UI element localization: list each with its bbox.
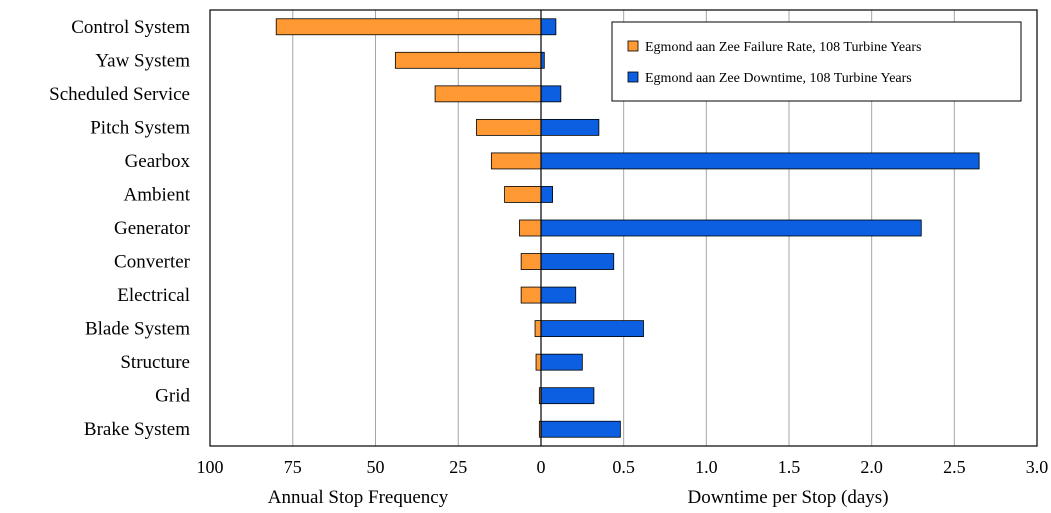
category-label-yaw-system: Yaw System xyxy=(95,50,190,71)
category-label-control-system: Control System xyxy=(71,17,190,38)
bar-downtime-generator xyxy=(540,219,922,237)
legend-swatch-downtime xyxy=(627,71,639,83)
bar-failure-rate-scheduled-service xyxy=(434,85,542,103)
category-label-pitch-system: Pitch System xyxy=(90,117,190,138)
bar-failure-rate-generator xyxy=(519,219,542,237)
category-label-brake-system: Brake System xyxy=(84,419,190,440)
right-axis-title: Downtime per Stop (days) xyxy=(687,487,888,508)
left-tick-label-75: 75 xyxy=(284,457,302,477)
left-tick-label-100: 100 xyxy=(197,457,224,477)
right-tick-label-1-0: 1.0 xyxy=(695,457,718,477)
tick-labels: 100 75 50 25 0 0.5 1.0 1.5 2.0 2.5 3.0 xyxy=(197,457,1049,477)
right-tick-label-3-0: 3.0 xyxy=(1026,457,1049,477)
bar-failure-rate-yaw-system xyxy=(394,51,542,69)
category-label-scheduled-service: Scheduled Service xyxy=(49,84,190,105)
bar-failure-rate-electrical xyxy=(520,286,542,304)
right-tick-label-1-5: 1.5 xyxy=(778,457,801,477)
legend: Egmond aan Zee Failure Rate, 108 Turbine… xyxy=(611,21,1022,102)
legend-swatch-failure-rate xyxy=(627,40,639,52)
bar-downtime-gearbox xyxy=(540,152,980,170)
bar-failure-rate-control-system xyxy=(275,18,542,36)
bar-downtime-blade-system xyxy=(540,320,644,338)
bar-failure-rate-gearbox xyxy=(490,152,542,170)
bar-failure-rate-converter xyxy=(520,253,542,270)
category-label-gearbox: Gearbox xyxy=(125,151,191,172)
category-label-converter: Converter xyxy=(114,252,191,273)
bar-downtime-grid xyxy=(540,387,595,405)
category-label-blade-system: Blade System xyxy=(85,319,190,340)
category-labels: Control System Yaw System Scheduled Servic… xyxy=(49,17,191,440)
bar-downtime-control-system xyxy=(540,18,557,36)
bar-failure-rate-pitch-system xyxy=(476,118,542,136)
bar-failure-rate-ambient xyxy=(504,186,542,203)
plot-area-frame xyxy=(209,9,1038,447)
right-tick-label-2-0: 2.0 xyxy=(860,457,883,477)
bar-downtime-converter xyxy=(540,253,615,270)
left-tick-label-0: 0 xyxy=(537,457,546,477)
legend-label-failure-rate: Egmond aan Zee Failure Rate, 108 Turbine… xyxy=(645,40,921,55)
left-tick-label-25: 25 xyxy=(449,457,467,477)
bars-layer xyxy=(275,18,980,438)
bar-downtime-scheduled-service xyxy=(540,85,562,103)
bar-downtime-electrical xyxy=(540,286,577,304)
bar-failure-rate-blade-system xyxy=(534,320,542,338)
bar-downtime-pitch-system xyxy=(540,118,600,136)
category-label-ambient: Ambient xyxy=(124,184,191,205)
legend-label-downtime: Egmond aan Zee Downtime, 108 Turbine Yea… xyxy=(645,71,912,86)
legend-box xyxy=(611,21,1022,102)
category-label-generator: Generator xyxy=(114,218,191,239)
right-tick-label-0-5: 0.5 xyxy=(612,457,635,477)
left-tick-label-50: 50 xyxy=(367,457,385,477)
category-label-electrical: Electrical xyxy=(117,285,190,306)
right-tick-label-2-5: 2.5 xyxy=(943,457,966,477)
bar-downtime-brake-system xyxy=(540,420,621,438)
category-label-grid: Grid xyxy=(155,386,190,407)
bar-downtime-ambient xyxy=(540,186,553,203)
bar-downtime-structure xyxy=(540,353,583,371)
category-label-structure: Structure xyxy=(120,352,190,373)
left-axis-title: Annual Stop Frequency xyxy=(268,487,449,508)
bar-failure-rate-structure xyxy=(535,353,542,371)
